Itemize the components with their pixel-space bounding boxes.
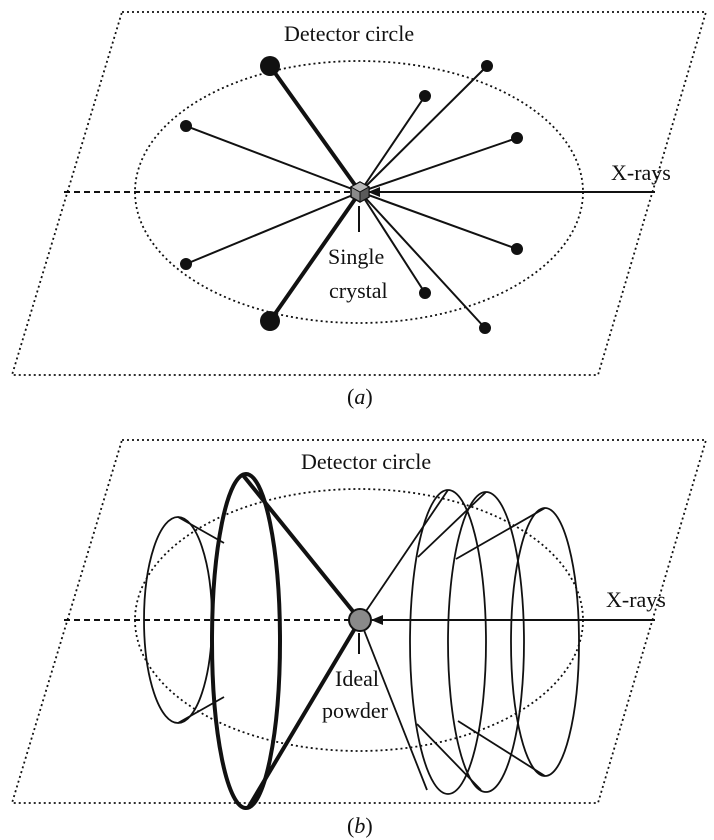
detector-label-a: Detector circle [284,21,414,46]
ideal-powder-sample [348,608,372,632]
powder-label-line1: Ideal [335,666,379,691]
spot-8 [479,322,491,334]
spot-5 [511,132,523,144]
reflection-strong-upper [268,64,362,194]
spot-1 [180,120,192,132]
caption-b-close: ) [365,813,372,838]
powder-label-line2: powder [322,698,389,723]
crystal-label-line2: crystal [329,278,388,303]
detector-label-b: Detector circle [301,449,431,474]
caption-a-open: ( [347,384,354,409]
caption-a-close: ) [365,384,372,409]
plane-b [10,439,708,804]
spot-7 [419,287,431,299]
spot-6 [511,243,523,255]
spot-strong-lower [260,311,280,331]
caption-b-open: ( [347,813,354,838]
spot-2 [180,258,192,270]
caption-a-letter: a [354,384,365,409]
caption-b: (b) [347,813,373,838]
plane-a [10,11,708,376]
weak-reflections [180,60,523,334]
panel-b: Detector circle X-rays Ideal powder (b) [10,439,708,838]
spot-3 [419,90,431,102]
cone-forward-3 [510,507,580,777]
xray-label-a: X-rays [611,160,671,185]
diffraction-cones-forward [359,489,580,795]
spot-strong-upper [260,56,280,76]
caption-a: (a) [347,384,373,409]
cone-back-thick-base [210,472,282,810]
spot-4 [481,60,493,72]
caption-b-letter: b [354,813,365,838]
diffraction-cones-back [143,472,362,810]
single-crystal [349,181,371,203]
reflection-strong-lower [268,190,362,323]
panel-a: Detector circle X-rays Single crystal (a… [10,11,708,409]
xray-label-b: X-rays [606,587,666,612]
crystal-label-line1: Single [328,244,384,269]
